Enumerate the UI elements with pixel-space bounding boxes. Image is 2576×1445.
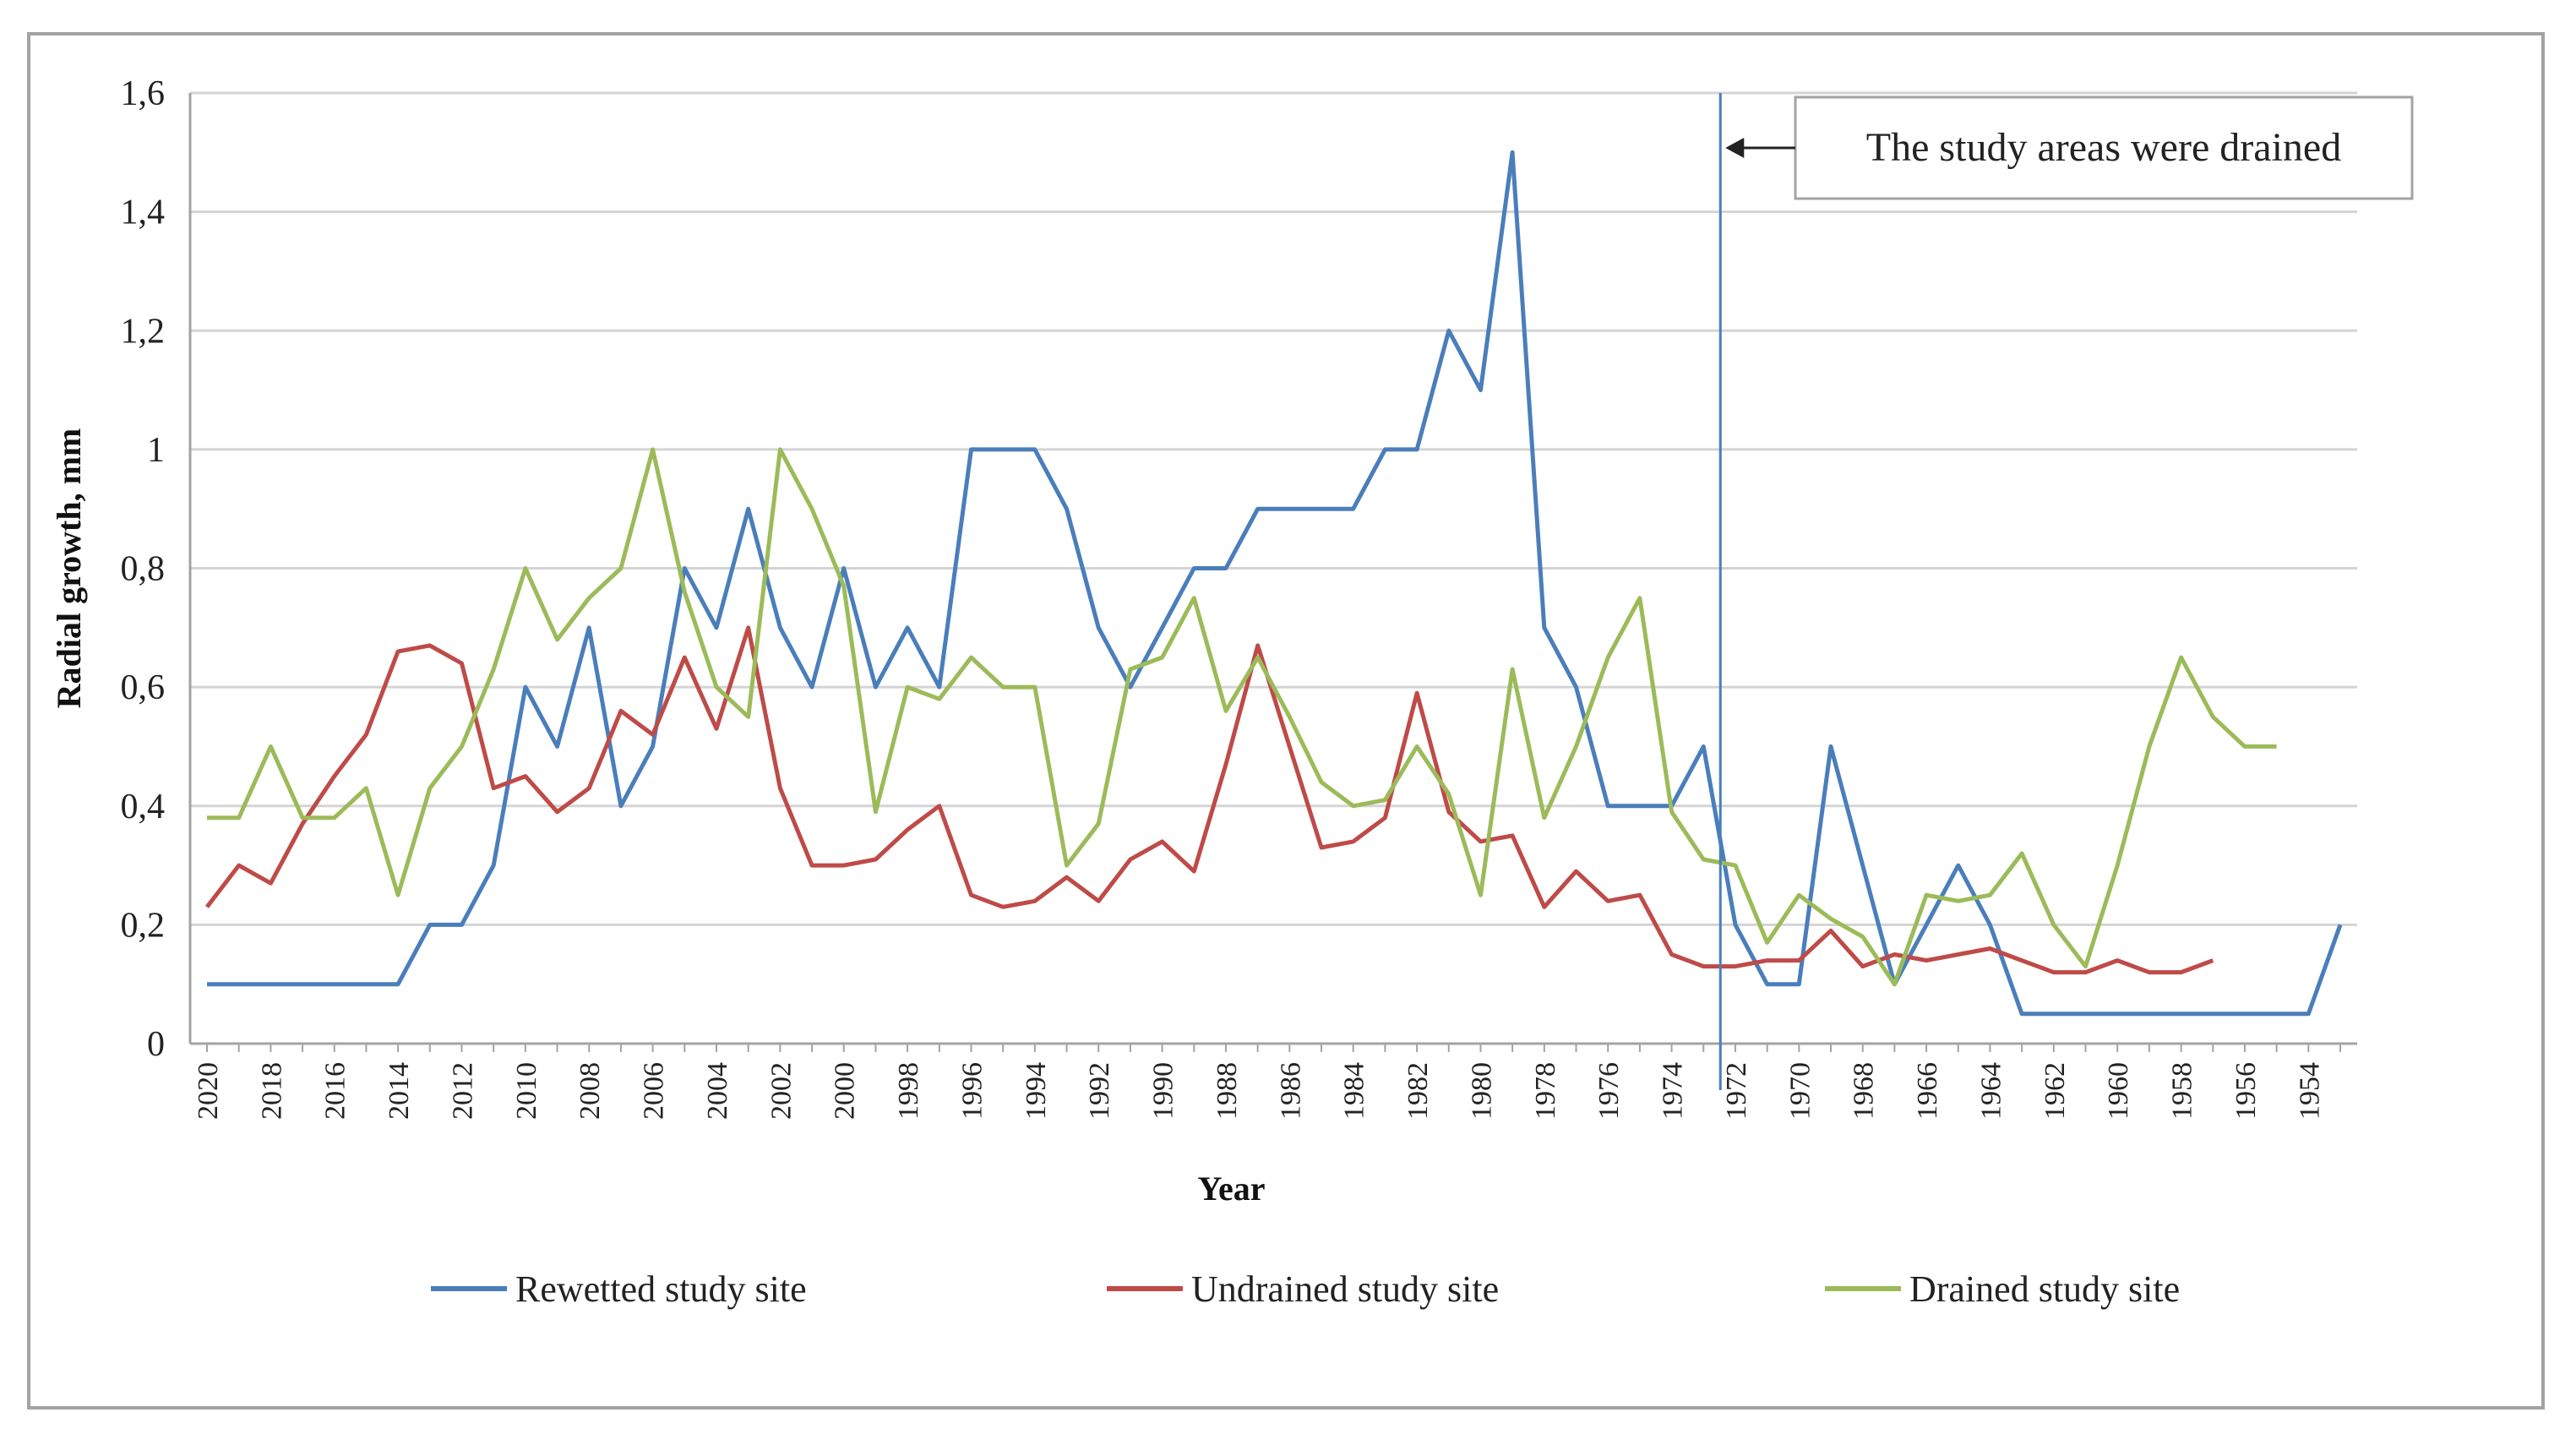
y-tick-label: 0,4 bbox=[121, 788, 166, 826]
x-tick-label: 1994 bbox=[1021, 1062, 1052, 1120]
x-tick-label: 1998 bbox=[893, 1062, 924, 1120]
y-tick-label: 1,6 bbox=[121, 74, 166, 113]
legend-label-1: Undrained study site bbox=[1191, 1268, 1499, 1310]
x-tick-label: 1986 bbox=[1275, 1062, 1306, 1120]
annotation-arrowhead bbox=[1725, 138, 1745, 158]
x-tick-label: 1958 bbox=[2167, 1062, 2198, 1120]
legend-label-2: Drained study site bbox=[1909, 1268, 2180, 1310]
legend: Rewetted study site Undrained study site D… bbox=[431, 1268, 2180, 1310]
y-axis-title: Radial growth, mm bbox=[50, 428, 88, 708]
legend-label-0: Rewetted study site bbox=[515, 1268, 807, 1310]
y-tick-label: 1 bbox=[147, 431, 165, 470]
y-tick-label: 1,2 bbox=[121, 312, 166, 351]
series-line-2 bbox=[207, 447, 2277, 987]
x-tick-label: 1978 bbox=[1530, 1062, 1561, 1120]
y-tick-label: 0,8 bbox=[121, 550, 166, 589]
annotation-box bbox=[1794, 95, 2414, 200]
x-tick-label: 1964 bbox=[1975, 1062, 2007, 1120]
x-tick-label: 2008 bbox=[575, 1062, 606, 1120]
x-tick-label: 2014 bbox=[384, 1062, 415, 1120]
chart-frame bbox=[27, 32, 2545, 1410]
x-tick-label: 2018 bbox=[256, 1062, 287, 1120]
x-tick-label: 2000 bbox=[830, 1062, 861, 1120]
x-tick-label: 2020 bbox=[193, 1062, 224, 1120]
x-tick-label: 2016 bbox=[320, 1062, 351, 1120]
x-tick-label: 1980 bbox=[1466, 1062, 1497, 1120]
y-tick-label: 0,6 bbox=[121, 668, 166, 707]
y-tick-label: 0 bbox=[147, 1025, 165, 1064]
x-tick-label: 1960 bbox=[2103, 1062, 2134, 1120]
x-tick-label: 1972 bbox=[1721, 1062, 1752, 1120]
x-tick-label: 1974 bbox=[1658, 1062, 1689, 1120]
x-tick-label: 1992 bbox=[1084, 1062, 1115, 1120]
x-axis-title: Year bbox=[1198, 1170, 1266, 1208]
x-tick-label: 1996 bbox=[956, 1062, 988, 1120]
y-tick-label: 0,2 bbox=[121, 906, 166, 945]
series-lines bbox=[205, 150, 2343, 1017]
gridlines bbox=[190, 91, 2357, 926]
x-tick-label: 2010 bbox=[511, 1062, 542, 1120]
x-tick-label: 1954 bbox=[2294, 1062, 2325, 1120]
y-tick-label: 1,4 bbox=[121, 194, 166, 232]
x-tick-label: 1956 bbox=[2230, 1062, 2262, 1120]
series-line-0 bbox=[207, 150, 2343, 1017]
annotation: The study areas were drained bbox=[1718, 93, 2414, 1090]
x-tick-label: 1962 bbox=[2040, 1062, 2071, 1120]
x-tick-label: 2004 bbox=[702, 1062, 733, 1120]
x-tick-label: 1988 bbox=[1212, 1062, 1243, 1120]
x-tick-label: 1968 bbox=[1849, 1062, 1880, 1120]
x-tick-label: 1982 bbox=[1402, 1062, 1434, 1120]
x-tick-label: 1970 bbox=[1784, 1062, 1816, 1120]
x-tick-label: 1966 bbox=[1912, 1062, 1943, 1120]
x-tick-label: 2006 bbox=[639, 1062, 670, 1120]
axes: 0 0,2 0,4 0,6 0,8 1 1,2 1,4 1,6 2020 2018 2016 2014 2… bbox=[121, 74, 2357, 1120]
series-line-1 bbox=[205, 625, 2214, 975]
x-tick-label: 1976 bbox=[1593, 1062, 1625, 1120]
x-tick-label: 1984 bbox=[1339, 1062, 1370, 1120]
x-tick-label: 2002 bbox=[765, 1062, 797, 1120]
x-tick-label: 2012 bbox=[447, 1062, 478, 1120]
x-tick-label: 1990 bbox=[1148, 1062, 1179, 1120]
annotation-text: The study areas were drained bbox=[1866, 125, 2341, 170]
